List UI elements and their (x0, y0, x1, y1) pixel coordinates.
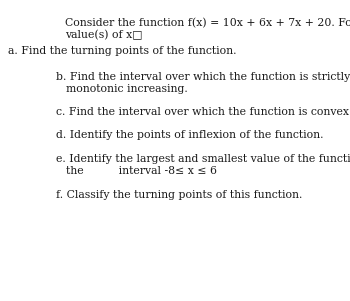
Text: Consider the function f(x) = 10x + 6x + 7x + 20. For what: Consider the function f(x) = 10x + 6x + … (65, 18, 350, 28)
Text: f. Classify the turning points of this function.: f. Classify the turning points of this f… (56, 190, 302, 200)
Text: c. Find the interval over which the function is convex.?: c. Find the interval over which the func… (56, 107, 350, 117)
Text: b. Find the interval over which the function is strictly: b. Find the interval over which the func… (56, 72, 350, 82)
Text: e. Identify the largest and smallest value of the function in: e. Identify the largest and smallest val… (56, 154, 350, 163)
Text: monotonic increasing.: monotonic increasing. (66, 84, 188, 94)
Text: value(s) of x□: value(s) of x□ (65, 30, 142, 40)
Text: the          interval -8≤ x ≤ 6: the interval -8≤ x ≤ 6 (66, 166, 217, 175)
Text: a. Find the turning points of the function.: a. Find the turning points of the functi… (8, 46, 236, 56)
Text: d. Identify the points of inflexion of the function.: d. Identify the points of inflexion of t… (56, 130, 323, 140)
